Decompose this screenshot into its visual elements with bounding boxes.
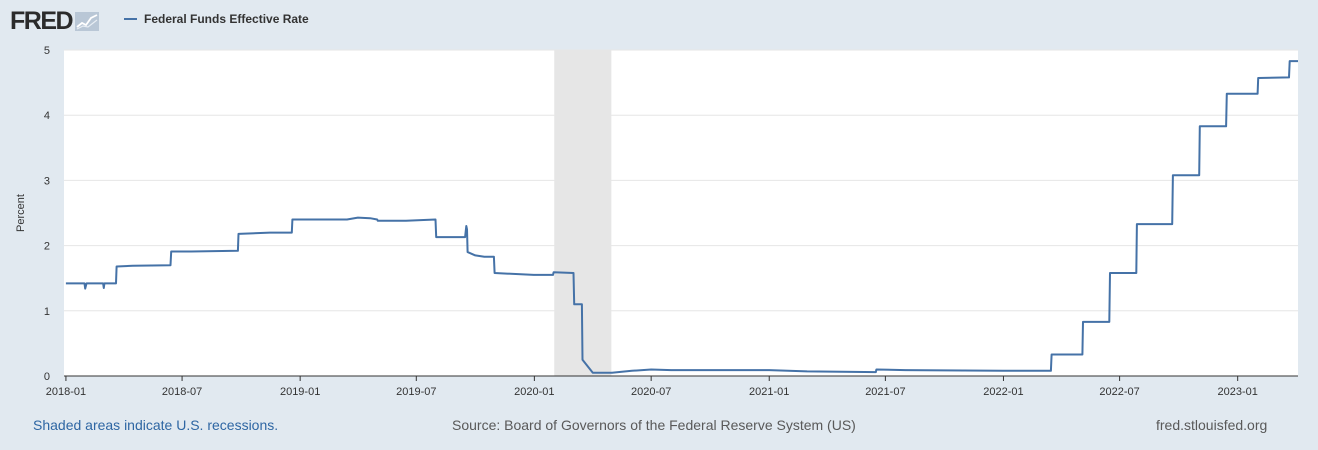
x-tick-label: 2018-07: [162, 386, 202, 398]
line-chart: 0 1 2 3 4 5 2018-01 2018-07 2019-01 2019-07 2020-0…: [15, 45, 1298, 398]
x-tick-label: 2019-01: [280, 386, 320, 398]
x-tick-label: 2022-01: [983, 386, 1023, 398]
source-note: Source: Board of Governors of the Federa…: [452, 417, 856, 433]
fred-graph-icon: [75, 11, 100, 31]
y-tick-label: 3: [44, 175, 50, 187]
x-tick-label: 2020-01: [514, 386, 554, 398]
x-tick-label: 2022-07: [1099, 386, 1139, 398]
recession-note[interactable]: Shaded areas indicate U.S. recessions.: [33, 417, 279, 433]
x-tick-label: 2021-01: [749, 386, 789, 398]
plot-area: [64, 50, 1298, 376]
x-tick-label: 2020-07: [631, 386, 671, 398]
fred-logo[interactable]: FRED: [10, 7, 100, 35]
y-tick-label: 4: [44, 110, 50, 122]
x-tick-label: 2018-01: [46, 386, 86, 398]
x-tick-label: 2021-07: [865, 386, 905, 398]
y-tick-label: 2: [44, 241, 50, 253]
legend: Federal Funds Effective Rate: [124, 12, 309, 26]
x-tick-label: 2019-07: [396, 386, 436, 398]
legend-label: Federal Funds Effective Rate: [144, 12, 309, 26]
y-axis-label: Percent: [15, 194, 27, 232]
y-tick-label: 0: [44, 371, 50, 383]
series-line-fed-funds-rate[interactable]: [65, 60, 1298, 374]
site-link[interactable]: fred.stlouisfed.org: [1156, 417, 1268, 433]
y-tick-label: 5: [44, 45, 50, 57]
y-tick-label: 1: [44, 306, 50, 318]
logo-text: FRED: [10, 7, 74, 35]
x-tick-label: 2023-01: [1217, 386, 1257, 398]
legend-swatch: [124, 18, 137, 20]
